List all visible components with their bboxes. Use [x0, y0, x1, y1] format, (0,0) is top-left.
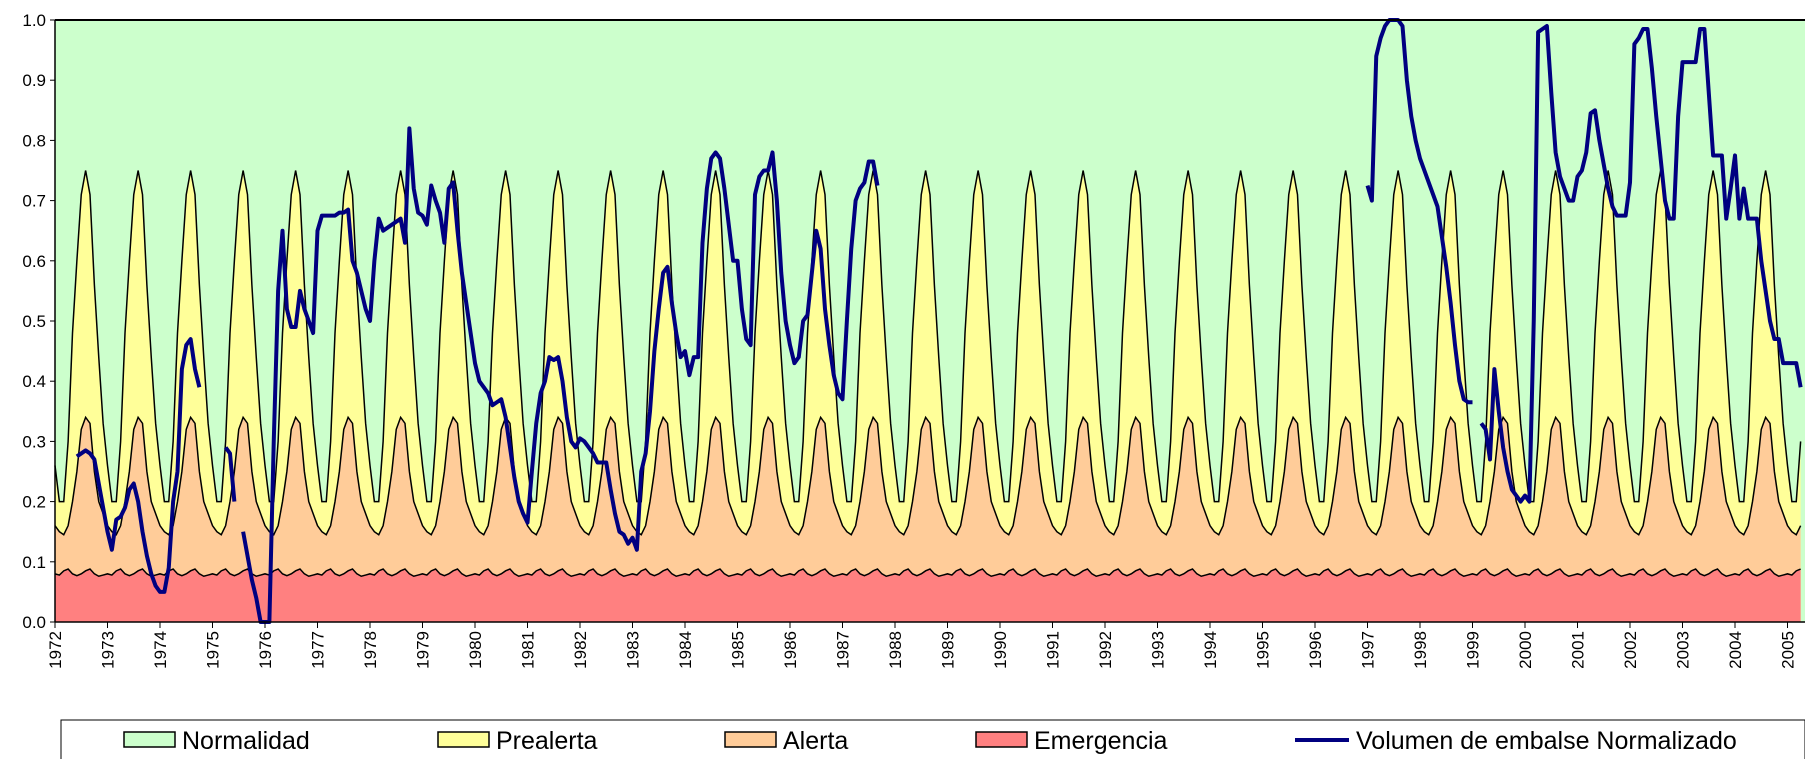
legend-swatch: [724, 731, 777, 748]
x-tick-label: 1992: [1096, 631, 1115, 669]
x-tick-label: 1982: [571, 631, 590, 669]
legend-swatch: [975, 731, 1028, 748]
x-tick-label: 1983: [624, 631, 643, 669]
x-tick-label: 2003: [1674, 631, 1693, 669]
x-tick-label: 1986: [781, 631, 800, 669]
x-tick-label: 1979: [414, 631, 433, 669]
x-tick-label: 2005: [1779, 631, 1798, 669]
x-tick-label: 1988: [886, 631, 905, 669]
x-tick-label: 1994: [1201, 631, 1220, 669]
threshold-line: [54, 415, 1802, 536]
x-tick-label: 1977: [309, 631, 328, 669]
x-tick-label: 1974: [151, 631, 170, 669]
legend-label: Prealerta: [496, 727, 598, 755]
y-tick-label: 0.9: [22, 71, 46, 90]
y-tick-label: 0.2: [22, 493, 46, 512]
threshold-area: [55, 417, 1801, 622]
x-tick-label: 2000: [1516, 631, 1535, 669]
volume-line: [75, 18, 1803, 624]
x-tick-label: 1980: [466, 631, 485, 669]
x-tick-label: 1984: [676, 631, 695, 669]
legend-label: Normalidad: [182, 727, 310, 755]
y-tick-label: 0.8: [22, 131, 46, 150]
threshold-line: [54, 568, 1801, 578]
y-tick-label: 1.0: [22, 11, 46, 30]
legend-label: Emergencia: [1034, 727, 1167, 755]
threshold-line: [54, 170, 1802, 503]
x-tick-label: 1999: [1464, 631, 1483, 669]
x-tick-label: 1985: [729, 631, 748, 669]
x-tick-label: 1981: [519, 631, 538, 669]
x-tick-label: 1989: [939, 631, 958, 669]
x-tick-label: 1972: [46, 631, 65, 669]
x-tick-label: 1975: [204, 631, 223, 669]
x-tick-label: 1987: [834, 631, 853, 669]
y-tick-label: 0.4: [22, 372, 46, 391]
legend-swatch: [123, 731, 176, 748]
y-tick-label: 0.0: [22, 613, 46, 632]
x-tick-label: 2001: [1569, 631, 1588, 669]
y-tick-label: 0.3: [22, 432, 46, 451]
y-tick-label: 0.5: [22, 312, 46, 331]
x-tick-label: 1996: [1306, 631, 1325, 669]
legend-label: Volumen de embalse Normalizado: [1356, 727, 1737, 755]
legend-label: Alerta: [783, 727, 848, 755]
x-tick-label: 1978: [361, 631, 380, 669]
y-tick-label: 0.1: [22, 553, 46, 572]
x-tick-label: 1993: [1149, 631, 1168, 669]
legend-box: [60, 719, 1805, 764]
x-tick-label: 2004: [1726, 631, 1745, 669]
x-tick-label: 1976: [256, 631, 275, 669]
y-tick-label: 0.7: [22, 192, 46, 211]
y-tick-label: 0.6: [22, 252, 46, 271]
x-tick-label: 1995: [1254, 631, 1273, 669]
x-tick-label: 1991: [1044, 631, 1063, 669]
x-tick-label: 1998: [1411, 631, 1430, 669]
plot-area: [54, 18, 1805, 624]
x-tick-label: 1990: [991, 631, 1010, 669]
threshold-area: [55, 569, 1801, 622]
x-tick-label: 1997: [1359, 631, 1378, 669]
legend-swatch: [437, 731, 490, 748]
x-tick-label: 2002: [1621, 631, 1640, 669]
x-tick-label: 1973: [99, 631, 118, 669]
